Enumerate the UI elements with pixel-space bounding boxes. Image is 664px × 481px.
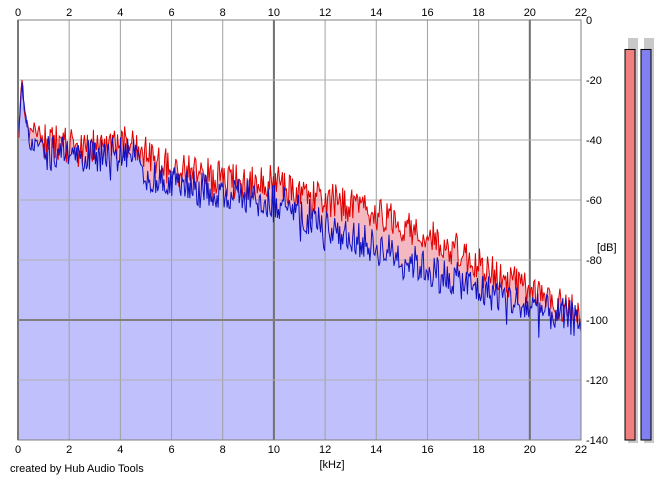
x-tick-label-top: 6 [168,7,174,19]
level-meter-left [624,48,636,441]
x-tick-label-top: 4 [117,7,123,19]
y-tick-label: -100 [586,315,608,327]
level-meter-right [640,48,652,441]
plot-border [17,19,582,441]
y-tick-label: -60 [586,195,602,207]
x-tick-label-top: 2 [66,7,72,19]
x-tick-label-top: 10 [268,7,280,19]
series-line-right [17,82,582,338]
y-tick-label: -80 [586,255,602,267]
x-tick-label-bottom: 18 [473,444,485,456]
x-tick-label-top: 14 [370,7,382,19]
y-tick-label: -140 [586,435,608,447]
series-fill-right [18,82,581,440]
x-tick-label-top: 16 [421,7,433,19]
x-tick-label-bottom: 16 [421,444,433,456]
y-tick-label: -120 [586,375,608,387]
y-axis-label: [dB] [597,242,617,254]
x-tick-label-top: 8 [220,7,226,19]
y-tick-label: -40 [586,135,602,147]
x-tick-label-bottom: 14 [370,444,382,456]
footer-credit: created by Hub Audio Tools [10,463,144,475]
x-tick-label-bottom: 20 [524,444,536,456]
x-tick-label-top: 18 [473,7,485,19]
x-tick-label-bottom: 12 [319,444,331,456]
y-tick-label: -20 [586,75,602,87]
y-tick-label: 0 [586,15,592,27]
x-tick-label-top: 12 [319,7,331,19]
x-tick-label-top: 20 [524,7,536,19]
x-axis-label: [kHz] [319,459,344,471]
x-tick-label-bottom: 8 [220,444,226,456]
x-tick-label-top: 0 [15,7,21,19]
x-tick-label-bottom: 6 [168,444,174,456]
x-tick-label-bottom: 22 [575,444,587,456]
x-tick-label-bottom: 10 [268,444,280,456]
y-tick-labels: 0 -20 -40 -60 -80 -100 -120 -140 [586,15,608,447]
x-tick-label-top: 22 [575,7,587,19]
x-tick-label-bottom: 0 [15,444,21,456]
level-meters [624,38,654,443]
spectrum-lines [17,79,582,338]
x-tick-label-bottom: 4 [117,444,123,456]
x-tick-label-bottom: 2 [66,444,72,456]
